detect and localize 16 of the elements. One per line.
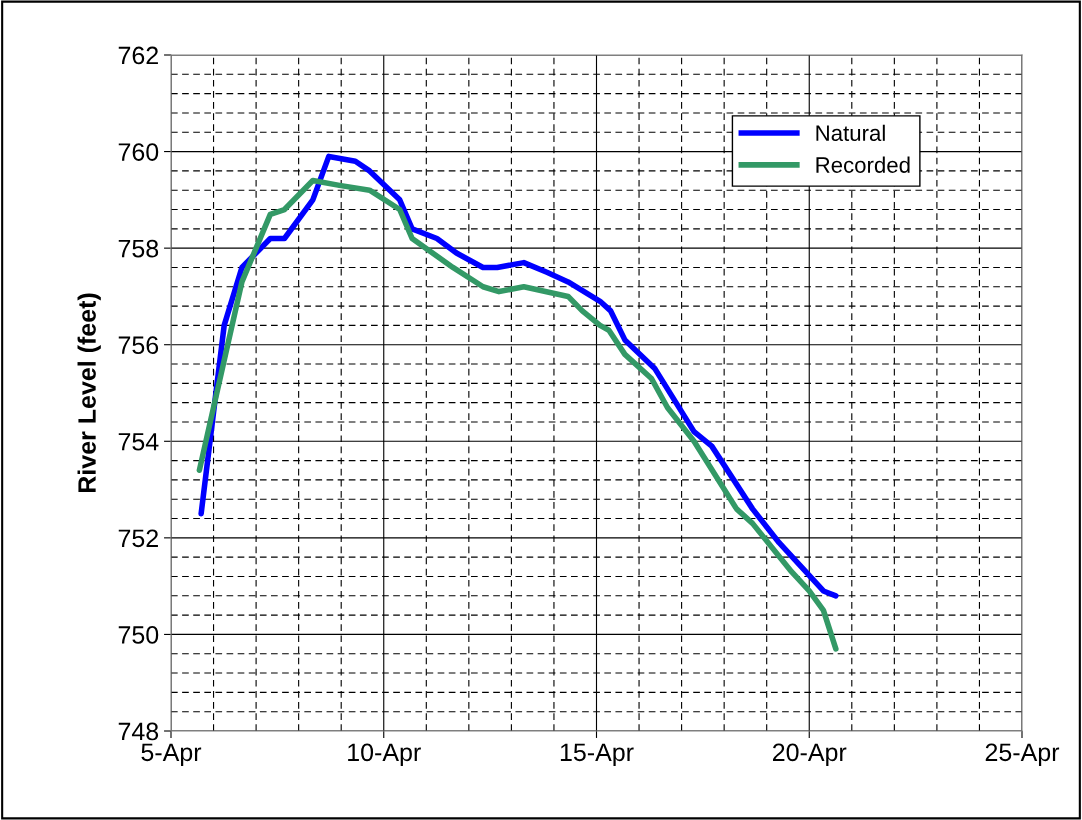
y-tick-label: 762: [118, 46, 158, 65]
y-tick-label: 760: [118, 143, 159, 161]
x-tick-label: 25-Apr: [985, 743, 1060, 767]
legend-label: Recorded: [816, 156, 910, 173]
x-tick-label: 15-Apr: [560, 743, 634, 767]
y-tick-label: 750: [118, 626, 159, 644]
x-tick-label: 10-Apr: [348, 743, 421, 767]
y-tick-label: 752: [118, 529, 158, 548]
y-tick-label: 758: [118, 239, 159, 258]
y-tick-label: 748: [118, 722, 159, 741]
y-axis-title: River Level (feet): [77, 293, 101, 493]
legend-label: Natural: [816, 124, 885, 142]
y-tick-label: 754: [118, 433, 159, 451]
x-tick-label: 5-Apr: [141, 743, 202, 767]
y-tick-label: 756: [118, 336, 159, 355]
x-tick-label: 20-Apr: [772, 743, 847, 767]
